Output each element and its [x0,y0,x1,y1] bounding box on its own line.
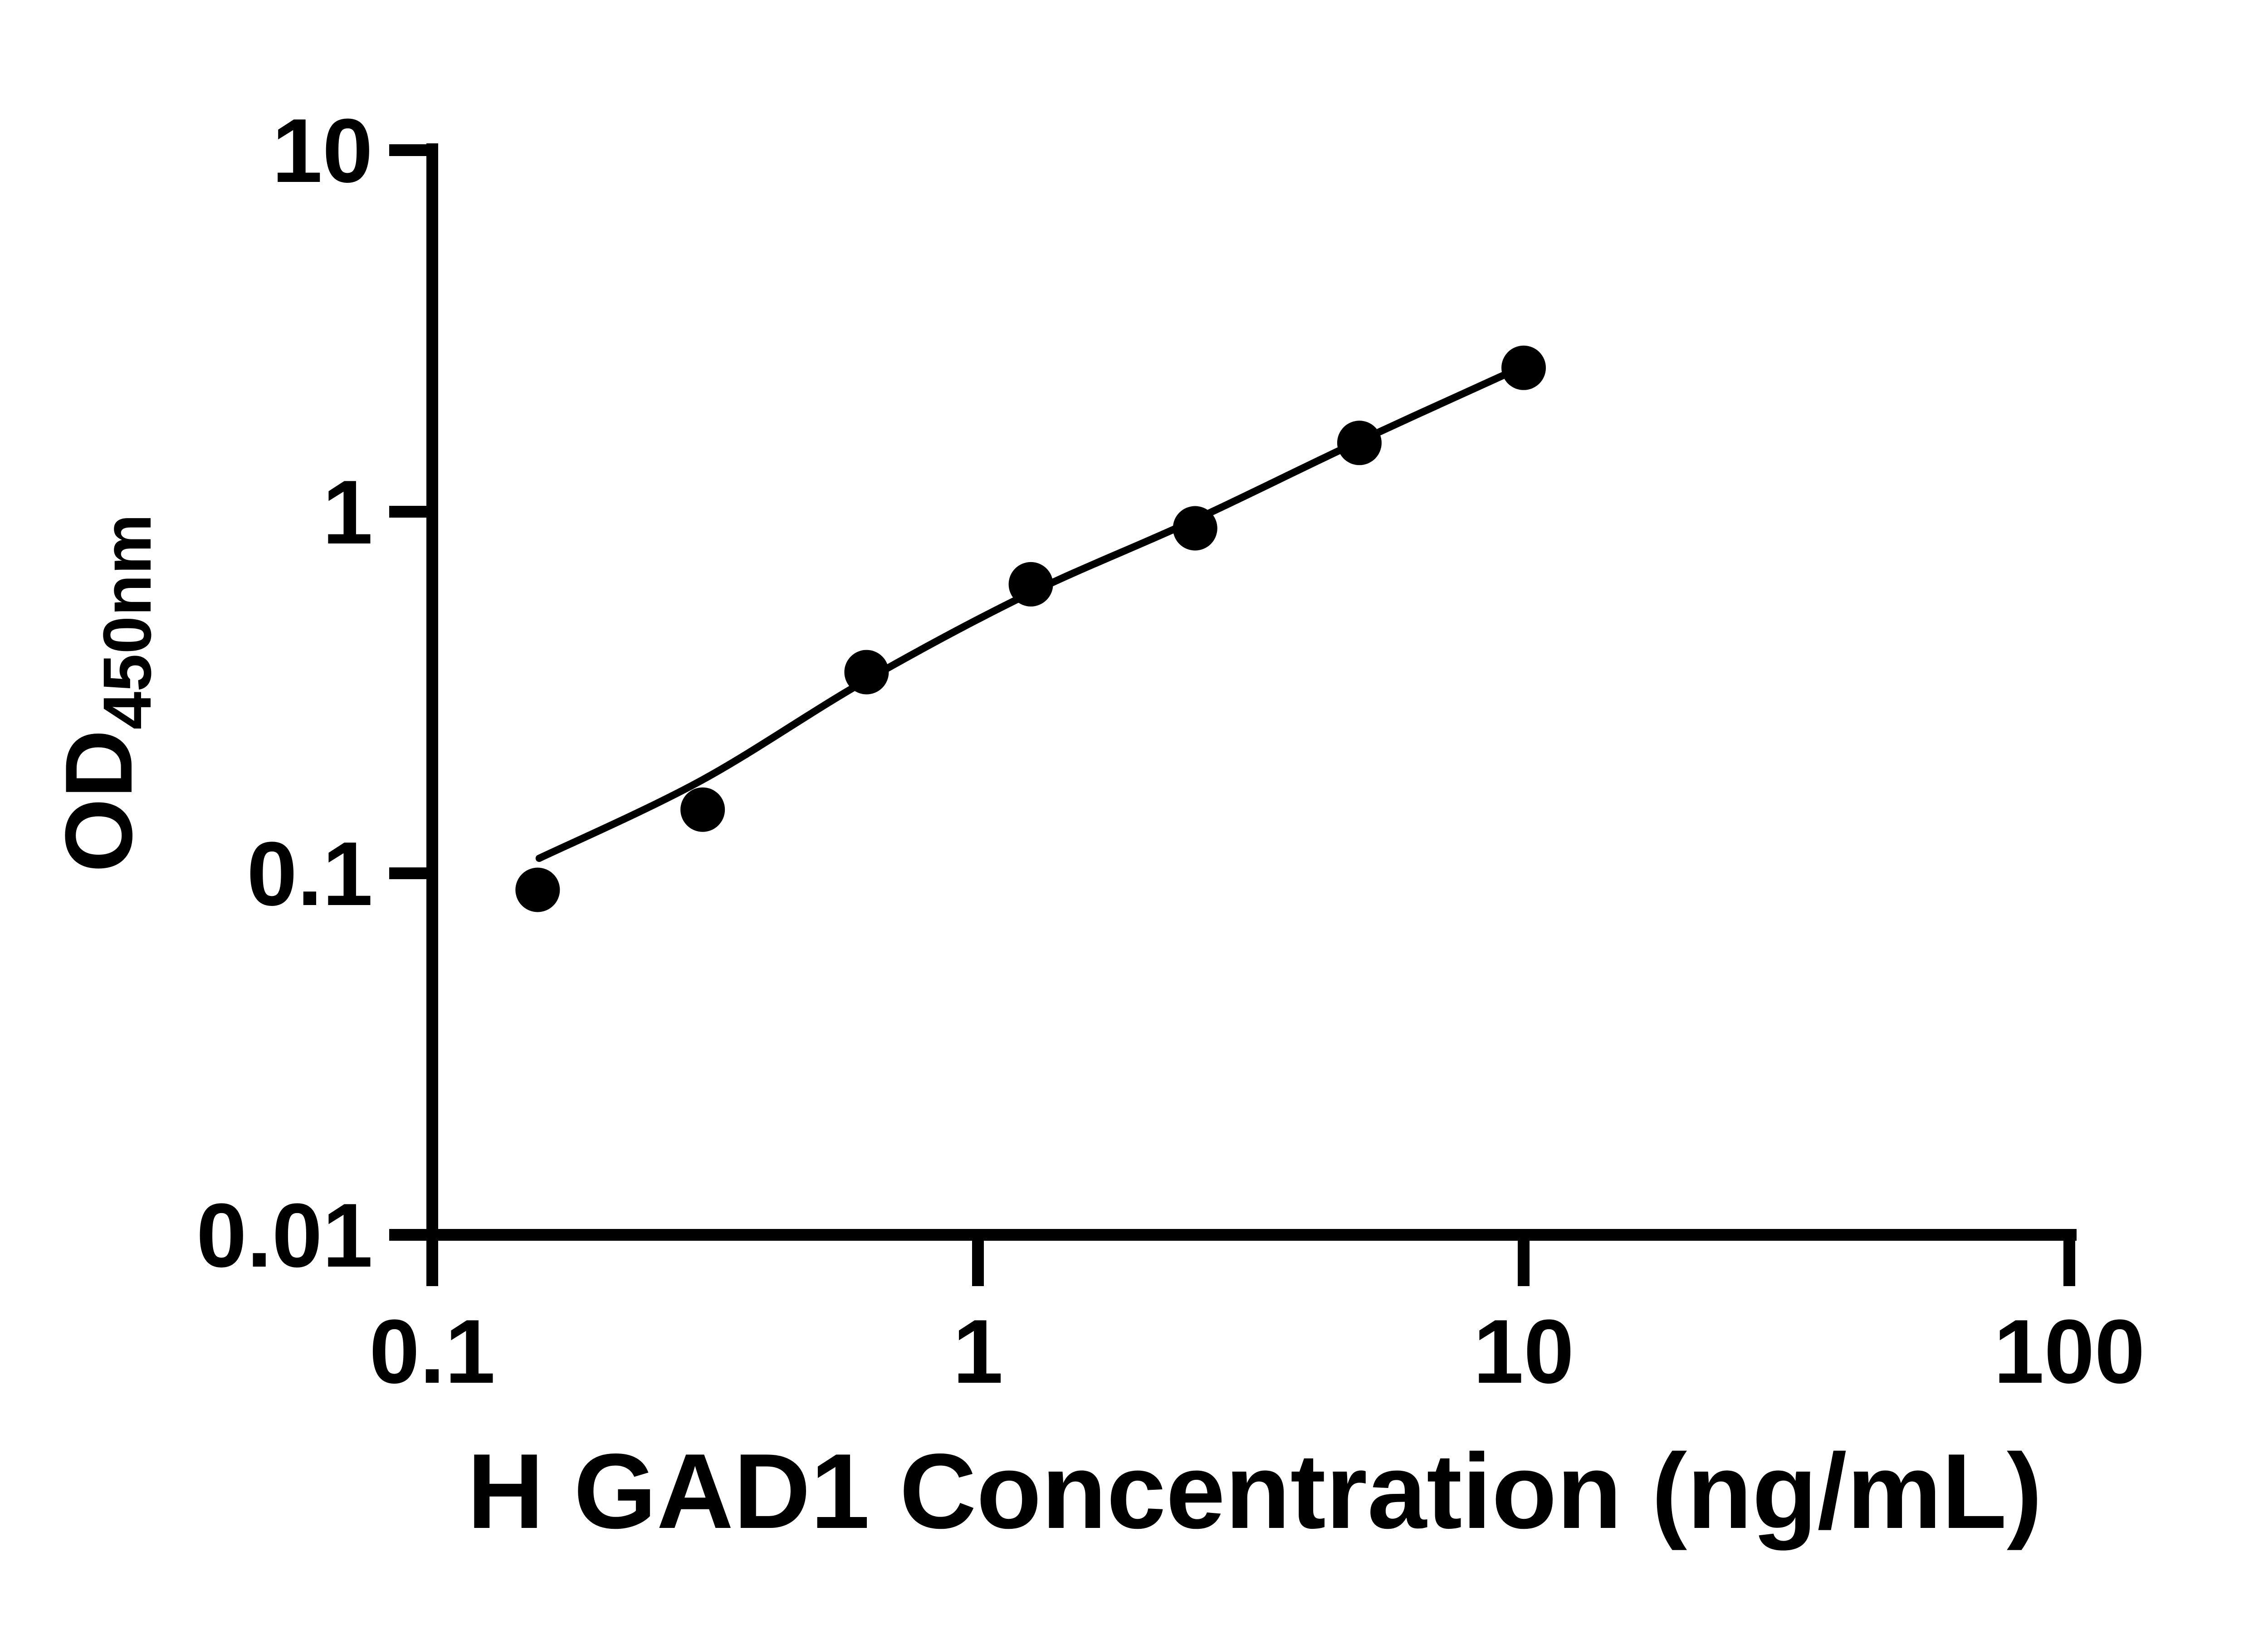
x-tick-label: 0.1 [369,1301,495,1402]
y-axis-title: OD450nm [45,514,165,872]
x-axis-title: H GAD1 Concentration (ng/mL) [467,1431,2043,1551]
data-point [844,650,889,695]
x-tick-label: 100 [1994,1301,2145,1402]
axes [426,143,2077,1241]
data-points [515,345,1546,912]
x-axis-tick-labels: 0.1 1 10 100 [369,1301,2145,1402]
x-tick-label: 10 [1473,1301,1574,1402]
data-point [1008,562,1053,607]
data-point [515,867,560,912]
y-tick-label: 10 [272,100,373,201]
data-point [680,787,725,832]
x-axis-ticks [426,1235,2075,1286]
y-axis-title-main: OD [45,729,152,872]
y-axis-ticks [389,144,432,1241]
y-axis-title-subscript: 450nm [89,514,165,729]
y-axis-tick-labels: 10 1 0.1 0.01 [196,100,373,1286]
y-tick-label: 0.01 [196,1185,373,1286]
data-point [1337,421,1382,465]
y-tick-label: 1 [323,462,373,563]
data-point [1173,506,1217,551]
data-point [1501,345,1546,390]
y-tick-label: 0.1 [247,823,373,925]
x-tick-label: 1 [953,1301,1003,1402]
